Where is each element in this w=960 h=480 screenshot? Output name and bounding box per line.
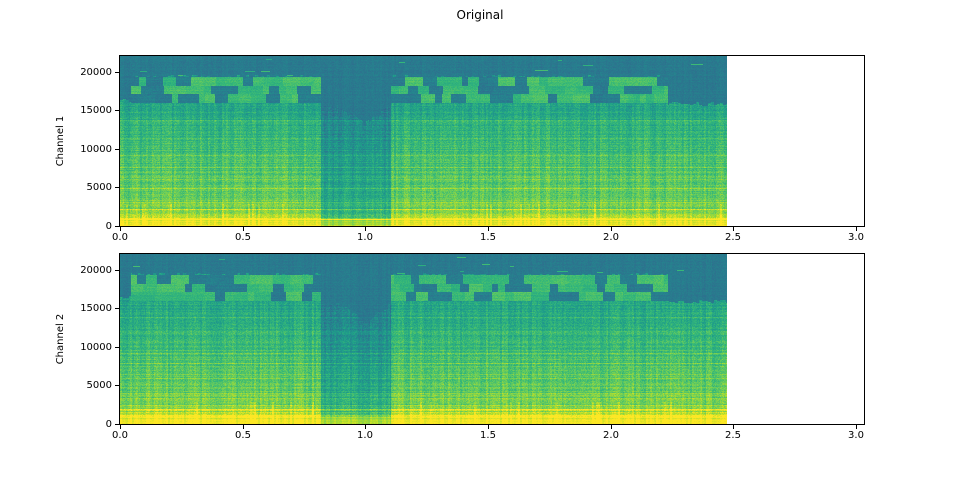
- ylabel-channel-2: Channel 2: [55, 313, 66, 365]
- y-tick-label: 0: [105, 418, 112, 430]
- x-tick: [243, 425, 244, 429]
- x-tick-label: 2.5: [725, 430, 741, 441]
- ylabel-channel-1: Channel 1: [55, 115, 66, 167]
- y-tick-label: 5000: [86, 379, 112, 391]
- y-tick: [115, 308, 119, 309]
- x-tick: [856, 425, 857, 429]
- x-tick-label: 1.5: [480, 232, 496, 243]
- x-tick-label: 0.0: [112, 430, 128, 441]
- y-tick: [115, 110, 119, 111]
- y-tick-label: 20000: [80, 264, 112, 276]
- y-tick: [115, 226, 119, 227]
- x-tick: [733, 227, 734, 231]
- y-tick-label: 20000: [80, 66, 112, 78]
- x-tick-label: 0.5: [235, 430, 251, 441]
- y-tick: [115, 385, 119, 386]
- x-tick-label: 0.5: [235, 232, 251, 243]
- x-tick-label: 2.5: [725, 232, 741, 243]
- y-tick-label: 10000: [80, 341, 112, 353]
- axes-channel-2: [119, 253, 865, 425]
- y-tick: [115, 187, 119, 188]
- x-tick-label: 1.0: [357, 232, 373, 243]
- y-tick-label: 15000: [80, 104, 112, 116]
- x-tick: [488, 227, 489, 231]
- x-tick: [733, 425, 734, 429]
- x-tick: [611, 227, 612, 231]
- y-tick-label: 10000: [80, 143, 112, 155]
- x-tick-label: 1.0: [357, 430, 373, 441]
- y-tick: [115, 270, 119, 271]
- x-tick: [120, 227, 121, 231]
- x-tick-label: 2.0: [603, 232, 619, 243]
- spectrogram-channel-1: [120, 56, 727, 226]
- x-tick-label: 0.0: [112, 232, 128, 243]
- x-tick-label: 1.5: [480, 430, 496, 441]
- x-tick: [365, 425, 366, 429]
- y-tick-label: 5000: [86, 181, 112, 193]
- x-tick: [488, 425, 489, 429]
- spectrogram-channel-2: [120, 254, 727, 424]
- y-tick: [115, 347, 119, 348]
- y-tick-label: 15000: [80, 302, 112, 314]
- y-tick: [115, 424, 119, 425]
- x-tick-label: 2.0: [603, 430, 619, 441]
- x-tick: [120, 425, 121, 429]
- x-tick: [243, 227, 244, 231]
- y-tick: [115, 72, 119, 73]
- y-tick: [115, 149, 119, 150]
- y-tick-label: 0: [105, 220, 112, 232]
- x-tick: [611, 425, 612, 429]
- axes-channel-1: [119, 55, 865, 227]
- figure-title: Original: [456, 8, 504, 22]
- x-tick-label: 3.0: [848, 430, 864, 441]
- x-tick-label: 3.0: [848, 232, 864, 243]
- x-tick: [365, 227, 366, 231]
- x-tick: [856, 227, 857, 231]
